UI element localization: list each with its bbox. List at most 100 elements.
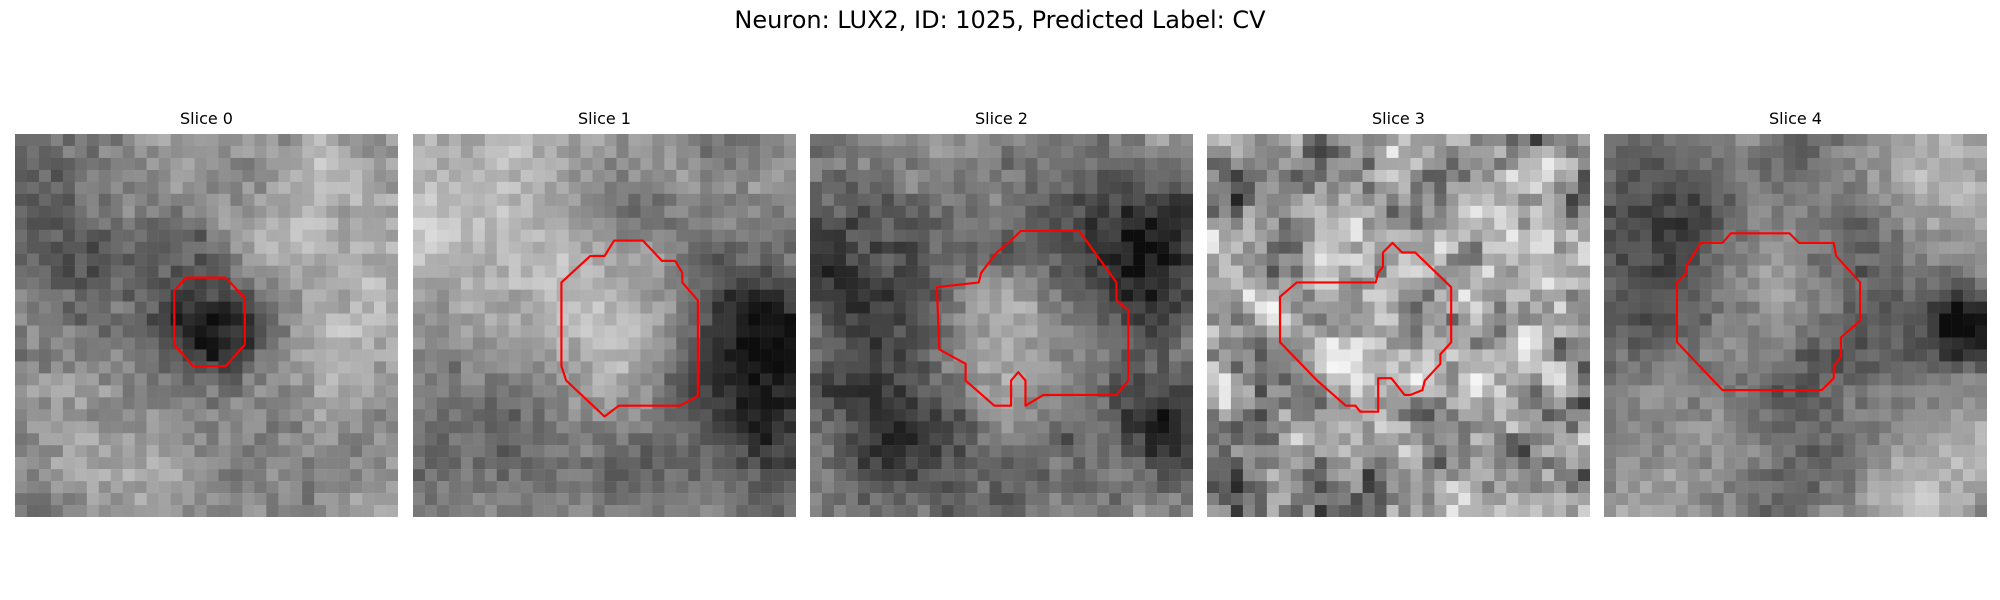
pixel bbox=[1049, 266, 1061, 278]
pixel bbox=[1291, 445, 1303, 457]
pixel bbox=[1688, 278, 1700, 290]
pixel bbox=[51, 469, 63, 481]
pixel bbox=[858, 170, 870, 182]
pixel bbox=[1640, 385, 1652, 397]
pixel bbox=[230, 469, 242, 481]
pixel bbox=[1712, 278, 1724, 290]
pixel bbox=[1169, 397, 1181, 409]
pixel bbox=[1915, 194, 1927, 206]
pixel bbox=[207, 349, 219, 361]
pixel bbox=[521, 218, 533, 230]
pixel bbox=[1891, 134, 1903, 146]
pixel bbox=[1279, 146, 1291, 158]
pixel bbox=[230, 158, 242, 170]
pixel bbox=[1748, 302, 1760, 314]
pixel bbox=[966, 409, 978, 421]
pixel bbox=[676, 433, 688, 445]
pixel bbox=[1073, 206, 1085, 218]
pixel bbox=[1434, 230, 1446, 242]
pixel bbox=[1315, 134, 1327, 146]
pixel bbox=[1807, 445, 1819, 457]
pixel bbox=[1434, 242, 1446, 254]
pixel bbox=[1279, 158, 1291, 170]
pixel bbox=[942, 242, 954, 254]
pixel bbox=[676, 242, 688, 254]
pixel bbox=[1518, 337, 1530, 349]
pixel bbox=[894, 134, 906, 146]
pixel bbox=[147, 218, 159, 230]
pixel bbox=[302, 134, 314, 146]
pixel bbox=[1291, 337, 1303, 349]
pixel bbox=[1410, 290, 1422, 302]
pixel bbox=[1951, 445, 1963, 457]
pixel bbox=[918, 206, 930, 218]
pixel bbox=[557, 218, 569, 230]
pixel bbox=[557, 206, 569, 218]
pixel bbox=[449, 170, 461, 182]
slice-image bbox=[413, 134, 796, 517]
pixel bbox=[628, 158, 640, 170]
pixel bbox=[254, 218, 266, 230]
pixel bbox=[1013, 337, 1025, 349]
pixel bbox=[1231, 182, 1243, 194]
pixel bbox=[302, 469, 314, 481]
pixel bbox=[1712, 254, 1724, 266]
pixel bbox=[593, 206, 605, 218]
pixel bbox=[748, 194, 760, 206]
pixel bbox=[616, 290, 628, 302]
pixel bbox=[1760, 314, 1772, 326]
pixel bbox=[1002, 146, 1014, 158]
pixel bbox=[75, 326, 87, 338]
pixel bbox=[858, 361, 870, 373]
pixel-grid bbox=[15, 134, 398, 517]
pixel bbox=[1652, 194, 1664, 206]
pixel bbox=[254, 266, 266, 278]
pixel bbox=[906, 326, 918, 338]
pixel bbox=[1181, 469, 1193, 481]
pixel bbox=[509, 242, 521, 254]
pixel bbox=[664, 290, 676, 302]
pixel bbox=[15, 493, 27, 505]
pixel bbox=[1939, 278, 1951, 290]
pixel bbox=[1061, 206, 1073, 218]
pixel bbox=[1482, 493, 1494, 505]
pixel bbox=[1434, 158, 1446, 170]
pixel bbox=[207, 170, 219, 182]
pixel bbox=[39, 505, 51, 517]
pixel bbox=[784, 469, 796, 481]
pixel bbox=[362, 481, 374, 493]
pixel bbox=[784, 242, 796, 254]
pixel bbox=[266, 349, 278, 361]
pixel bbox=[966, 326, 978, 338]
pixel bbox=[676, 134, 688, 146]
pixel bbox=[123, 134, 135, 146]
pixel bbox=[135, 481, 147, 493]
pixel bbox=[557, 373, 569, 385]
pixel bbox=[509, 314, 521, 326]
pixel bbox=[640, 314, 652, 326]
pixel bbox=[413, 493, 425, 505]
pixel bbox=[1267, 385, 1279, 397]
pixel bbox=[473, 230, 485, 242]
pixel bbox=[123, 361, 135, 373]
pixel bbox=[810, 170, 822, 182]
pixel bbox=[1578, 421, 1590, 433]
pixel bbox=[1482, 385, 1494, 397]
pixel bbox=[1422, 421, 1434, 433]
pixel bbox=[557, 409, 569, 421]
pixel bbox=[748, 481, 760, 493]
pixel bbox=[593, 505, 605, 517]
pixel bbox=[1255, 337, 1267, 349]
pixel bbox=[374, 326, 386, 338]
pixel bbox=[858, 397, 870, 409]
pixel bbox=[207, 337, 219, 349]
pixel bbox=[652, 134, 664, 146]
pixel bbox=[254, 242, 266, 254]
pixel bbox=[1458, 134, 1470, 146]
pixel bbox=[1724, 361, 1736, 373]
pixel bbox=[207, 242, 219, 254]
pixel bbox=[930, 146, 942, 158]
pixel bbox=[1399, 326, 1411, 338]
pixel bbox=[183, 182, 195, 194]
pixel bbox=[557, 254, 569, 266]
